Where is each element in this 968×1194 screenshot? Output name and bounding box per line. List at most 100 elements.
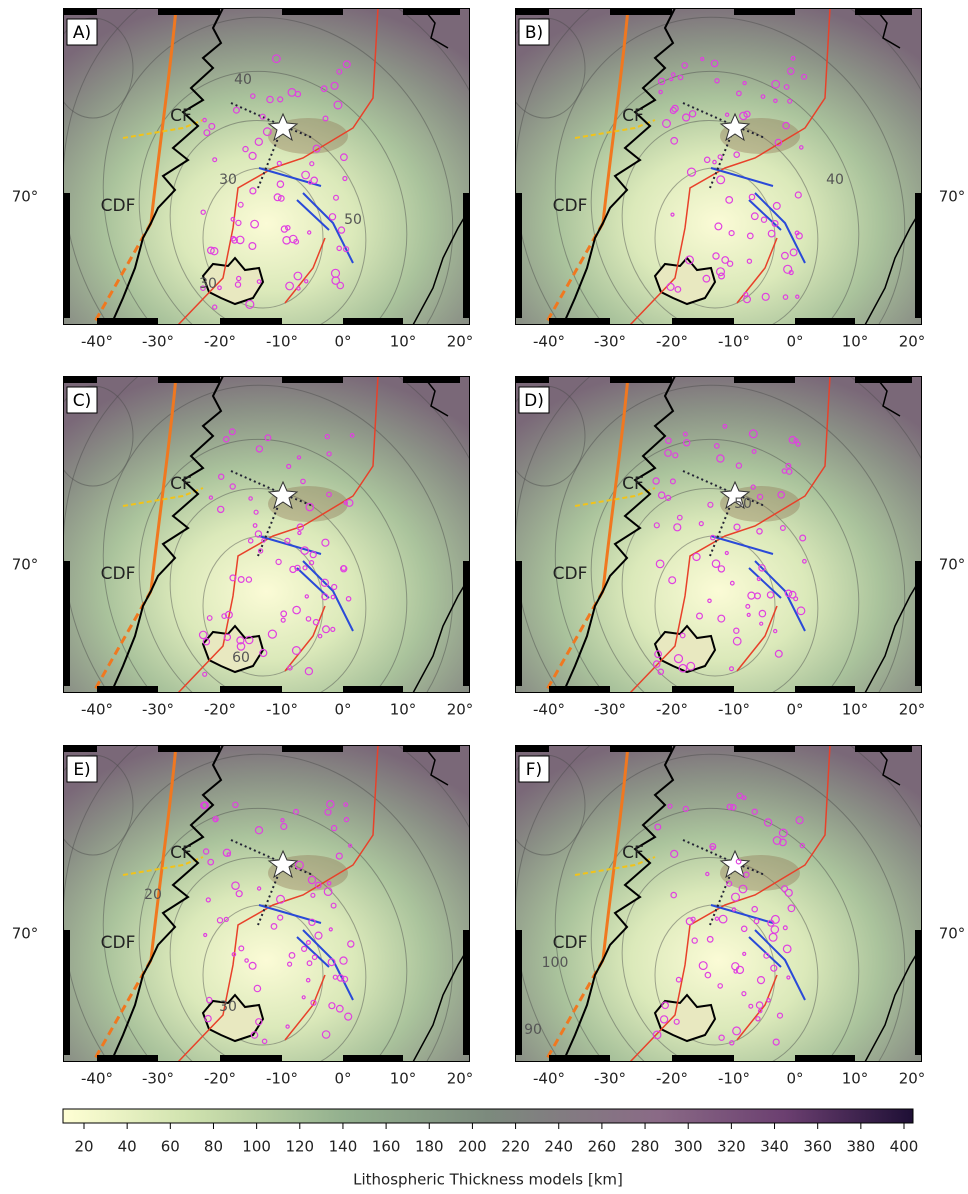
cdf-label: CDF xyxy=(553,933,588,953)
colorbar-tick-label: 280 xyxy=(631,1138,660,1156)
contour-label: 100 xyxy=(542,955,569,971)
cf-label: CF xyxy=(170,843,192,863)
colorbar-tick-label: 60 xyxy=(161,1138,180,1156)
cf-label: CF xyxy=(622,106,644,126)
lon-tick-label: 20° xyxy=(899,1070,926,1088)
lon-tick-label: 20° xyxy=(447,333,474,351)
colorbar-tick-label: 240 xyxy=(544,1138,573,1156)
lon-tick-label: -20° xyxy=(656,333,688,351)
lon-tick-label: 0° xyxy=(334,701,351,719)
colorbar-tick-label: 140 xyxy=(329,1138,358,1156)
panel-label: B) xyxy=(525,23,543,43)
colorbar-tick-label: 180 xyxy=(415,1138,444,1156)
colorbar-tick-label: 200 xyxy=(458,1138,487,1156)
lat-tick-label: 70° xyxy=(939,925,966,943)
lon-tick-label: -40° xyxy=(533,333,565,351)
lon-tick-label: 0° xyxy=(786,701,803,719)
contour-label: 30 xyxy=(219,999,237,1015)
cf-label: CF xyxy=(170,106,192,126)
lat-tick-label: 70° xyxy=(12,925,39,943)
colorbar-tick-label: 220 xyxy=(501,1138,530,1156)
cf-label: CF xyxy=(622,843,644,863)
lon-tick-label: 10° xyxy=(390,701,417,719)
lat-tick-label: 70° xyxy=(12,188,39,206)
contour-label: 90 xyxy=(524,1022,542,1038)
contour-label: 50 xyxy=(344,212,362,228)
colorbar-tick-label: 300 xyxy=(674,1138,703,1156)
lon-tick-label: 0° xyxy=(334,333,351,351)
contour-label: 40 xyxy=(234,72,252,88)
contour-label: 40 xyxy=(826,172,844,188)
contour-label: 50 xyxy=(734,496,752,512)
colorbar xyxy=(63,1109,913,1123)
colorbar-tick-label: 120 xyxy=(285,1138,314,1156)
lon-tick-label: 20° xyxy=(447,701,474,719)
colorbar-tick-label: 40 xyxy=(118,1138,137,1156)
lon-tick-label: -20° xyxy=(656,1070,688,1088)
lon-tick-label: -30° xyxy=(594,701,626,719)
lat-tick-label: 70° xyxy=(939,188,966,206)
cdf-label: CDF xyxy=(553,564,588,584)
colorbar-tick-label: 340 xyxy=(760,1138,789,1156)
lon-tick-label: -40° xyxy=(81,333,113,351)
lon-tick-label: -30° xyxy=(594,333,626,351)
colorbar-label: Lithospheric Thickness models [km] xyxy=(353,1171,623,1189)
lon-tick-label: -10° xyxy=(718,701,750,719)
lon-tick-label: -20° xyxy=(204,1070,236,1088)
panel-label: F) xyxy=(526,760,542,780)
lon-tick-label: -10° xyxy=(266,333,298,351)
lat-tick-label: 70° xyxy=(939,556,966,574)
colorbar-tick-label: 100 xyxy=(242,1138,271,1156)
contour-label: 30 xyxy=(219,172,237,188)
cdf-label: CDF xyxy=(101,564,136,584)
lon-tick-label: 10° xyxy=(390,1070,417,1088)
lon-tick-label: -10° xyxy=(718,1070,750,1088)
lon-tick-label: 10° xyxy=(842,1070,869,1088)
contour-label: 20 xyxy=(144,887,162,903)
lon-tick-label: 10° xyxy=(842,333,869,351)
panel-label: A) xyxy=(73,23,91,43)
lon-tick-label: -40° xyxy=(81,1070,113,1088)
colorbar-tick-label: 20 xyxy=(74,1138,93,1156)
panel-label: D) xyxy=(524,391,544,411)
lat-tick-label: 70° xyxy=(12,556,39,574)
contour-label: 60 xyxy=(232,650,250,666)
lon-tick-label: -10° xyxy=(718,333,750,351)
colorbar-tick-label: 260 xyxy=(588,1138,617,1156)
lon-tick-label: -10° xyxy=(266,701,298,719)
lon-tick-label: -40° xyxy=(81,701,113,719)
lon-tick-label: 20° xyxy=(899,701,926,719)
lon-tick-label: -20° xyxy=(204,701,236,719)
contour-label: 30 xyxy=(199,276,217,292)
lon-tick-label: -40° xyxy=(533,1070,565,1088)
lon-tick-label: -30° xyxy=(142,1070,174,1088)
cf-label: CF xyxy=(170,474,192,494)
lon-tick-label: -40° xyxy=(533,701,565,719)
lon-tick-label: -30° xyxy=(142,701,174,719)
lon-tick-label: 0° xyxy=(786,333,803,351)
figure: A) CF CDF 40 30 50 30 -40° -30° -20° -10° 0° 10° 20° 7… xyxy=(0,0,968,1194)
lon-tick-label: 20° xyxy=(899,333,926,351)
lon-tick-label: 0° xyxy=(786,1070,803,1088)
colorbar-tick-label: 160 xyxy=(372,1138,401,1156)
cdf-label: CDF xyxy=(553,196,588,216)
colorbar-tick-label: 380 xyxy=(847,1138,876,1156)
lon-tick-label: 0° xyxy=(334,1070,351,1088)
lon-tick-label: 20° xyxy=(447,1070,474,1088)
lon-tick-label: -30° xyxy=(594,1070,626,1088)
lon-tick-label: 10° xyxy=(390,333,417,351)
colorbar-tick-label: 400 xyxy=(890,1138,919,1156)
cdf-label: CDF xyxy=(101,196,136,216)
lon-tick-label: 10° xyxy=(842,701,869,719)
cf-label: CF xyxy=(622,474,644,494)
lon-tick-label: -20° xyxy=(204,333,236,351)
page: A) CF CDF 40 30 50 30 -40° -30° -20° -10° 0° 10° 20° 7… xyxy=(0,0,968,1194)
cdf-label: CDF xyxy=(101,933,136,953)
colorbar-tick-label: 80 xyxy=(204,1138,223,1156)
lon-tick-label: -20° xyxy=(656,701,688,719)
lon-tick-label: -30° xyxy=(142,333,174,351)
colorbar-tick-label: 360 xyxy=(803,1138,832,1156)
lon-tick-label: -10° xyxy=(266,1070,298,1088)
colorbar-tick-label: 320 xyxy=(717,1138,746,1156)
panel-label: C) xyxy=(73,391,92,411)
